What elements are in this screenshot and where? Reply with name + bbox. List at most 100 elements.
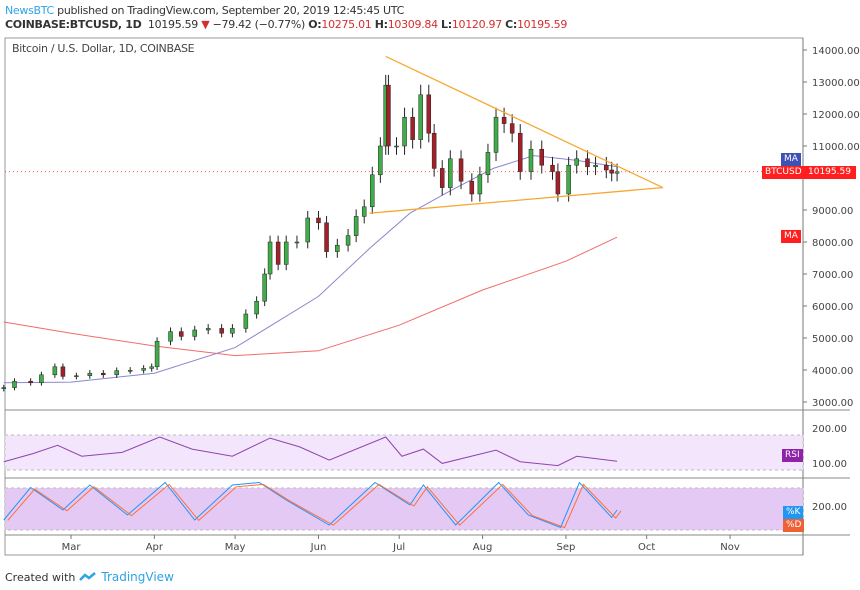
candle (219, 324, 224, 338)
candle-body (316, 217, 321, 224)
candle-body (267, 241, 273, 275)
candle (448, 150, 453, 196)
candle (593, 156, 598, 176)
candle-body (345, 235, 351, 246)
candle (114, 367, 119, 378)
candle (477, 166, 483, 202)
candle-body (493, 116, 499, 153)
symbol-tag: BTCUSD (762, 166, 805, 179)
candle-body (141, 368, 146, 371)
candle-body (550, 164, 555, 172)
published-text: published on TradingView.com, September … (53, 4, 404, 17)
rsi-band (4, 434, 804, 471)
candle (179, 327, 184, 341)
ma50-line (3, 155, 618, 384)
candle-body (101, 372, 106, 376)
candle-body (353, 216, 359, 236)
created-with-text: Created with (5, 570, 76, 584)
candle-body (243, 313, 249, 329)
candle (254, 296, 259, 319)
open-label: O: (308, 18, 322, 31)
candle-body (219, 328, 224, 334)
candle (439, 160, 445, 196)
candle-body (168, 331, 173, 342)
price-tick-label: 5000.00 (812, 334, 853, 345)
candle-body (574, 158, 579, 166)
down-arrow-icon: ▼ (201, 18, 210, 31)
candle-body (254, 300, 259, 315)
candle-body (604, 164, 609, 171)
candle-body (28, 380, 33, 384)
candle (154, 337, 160, 371)
tradingview-link[interactable]: TradingView (101, 570, 174, 584)
candle-body (410, 116, 415, 140)
close-label: C: (505, 18, 517, 31)
rsi-line (3, 436, 618, 467)
candle (528, 140, 534, 180)
triangle-upper-line (385, 55, 664, 189)
candle-body (283, 241, 289, 265)
x-tick-label: Apr (146, 542, 164, 553)
candle-body (566, 164, 571, 195)
footer: Created with TradingView (5, 570, 174, 584)
x-tick-label: May (225, 542, 246, 553)
candle (585, 150, 590, 176)
candle-body (528, 148, 534, 172)
ma200-line (3, 236, 618, 357)
candle-body (555, 171, 561, 195)
candle-body (370, 174, 375, 208)
price-tick-label: 11000.00 (812, 142, 860, 153)
candle (410, 107, 415, 149)
candle (230, 324, 235, 338)
candle (469, 173, 475, 202)
candle-body (485, 152, 491, 176)
x-tick-label: Sep (557, 542, 576, 553)
publisher-link[interactable]: NewsBTC (5, 4, 54, 17)
candle-body (378, 145, 383, 176)
candle (305, 211, 310, 249)
candle (149, 363, 154, 372)
candle (127, 367, 133, 374)
candle (539, 140, 544, 174)
candle (267, 235, 273, 280)
candle (370, 166, 375, 215)
candle-body (12, 380, 17, 388)
candle-body (394, 145, 399, 148)
candle-body (439, 168, 445, 188)
price-tick-label: 9000.00 (812, 206, 853, 217)
publisher-line: NewsBTC published on TradingView.com, Se… (5, 4, 404, 17)
candle (74, 372, 79, 380)
candle (275, 235, 281, 271)
chart-frame (4, 37, 804, 556)
candle (485, 143, 491, 183)
candle-body (294, 241, 300, 244)
stoch-d-line (7, 483, 622, 529)
candle-body (114, 370, 119, 376)
high-label: H: (374, 18, 388, 31)
candle (28, 378, 33, 386)
candle-body (585, 158, 590, 168)
candle (431, 124, 437, 177)
candle (566, 156, 571, 202)
price-tick-label: 8000.00 (812, 238, 853, 249)
price-tick-label: 13000.00 (812, 78, 860, 89)
candle (101, 370, 106, 378)
candle-body (418, 94, 423, 140)
candle-body (593, 164, 598, 168)
candle-body (426, 94, 432, 134)
candle-body (262, 273, 267, 302)
candle (517, 124, 523, 180)
stoch-k-line (3, 481, 618, 529)
candle-body (458, 158, 464, 182)
low-label: L: (441, 18, 452, 31)
high-value: 10309.84 (387, 18, 438, 31)
price-tick-label: 4000.00 (812, 366, 853, 377)
triangle-lower-line (369, 186, 663, 214)
x-tick-label: Nov (720, 542, 740, 553)
rsi-tag: RSI (782, 449, 803, 462)
last-price: 10195.59 (147, 18, 198, 31)
ma200-tag: MA (781, 230, 801, 243)
candle-body (509, 123, 515, 134)
candle-body (431, 132, 437, 169)
